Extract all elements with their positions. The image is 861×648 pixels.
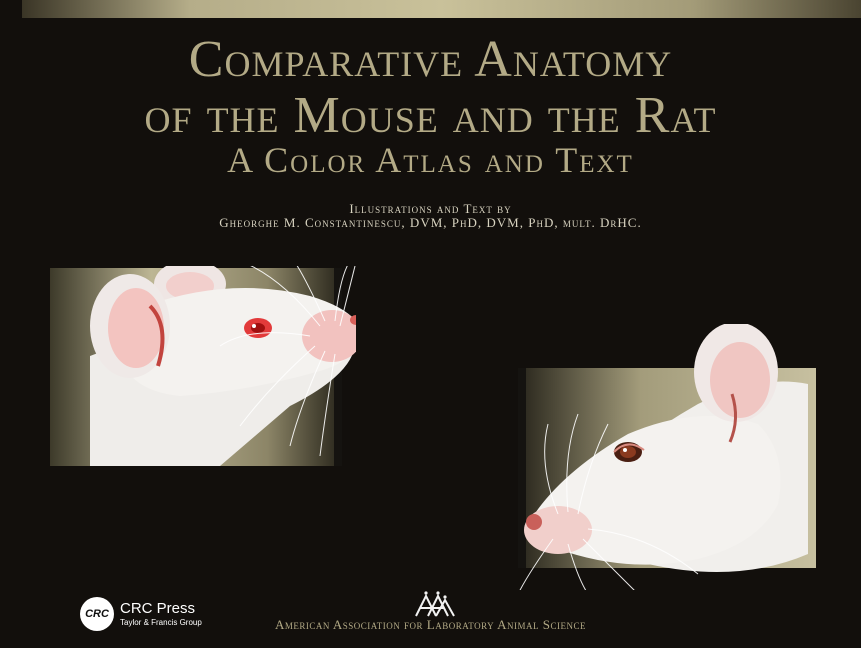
- aalas-triangles-icon: [415, 591, 455, 617]
- rat-head-icon: [518, 324, 816, 590]
- mouse-head-icon: [50, 266, 356, 466]
- top-gold-band: [22, 0, 861, 18]
- crc-press-logo: CRC CRC Press Taylor & Francis Group: [80, 597, 202, 637]
- crc-logo-icon: CRC: [80, 597, 114, 631]
- book-title-line2: of the Mouse and the Rat: [144, 87, 717, 144]
- author-line: Gheorghe M. Constantinescu, DVM, PhD, DV…: [219, 215, 642, 230]
- publisher-name: CRC Press: [120, 600, 196, 617]
- book-title-line1: Comparative Anatomy: [188, 31, 673, 88]
- credit-line: Illustrations and Text by: [349, 201, 512, 216]
- book-subtitle: A Color Atlas and Text: [227, 140, 634, 180]
- association-name: American Association for Laboratory Anim…: [274, 617, 586, 632]
- publisher-group: Taylor & Francis Group: [120, 618, 202, 627]
